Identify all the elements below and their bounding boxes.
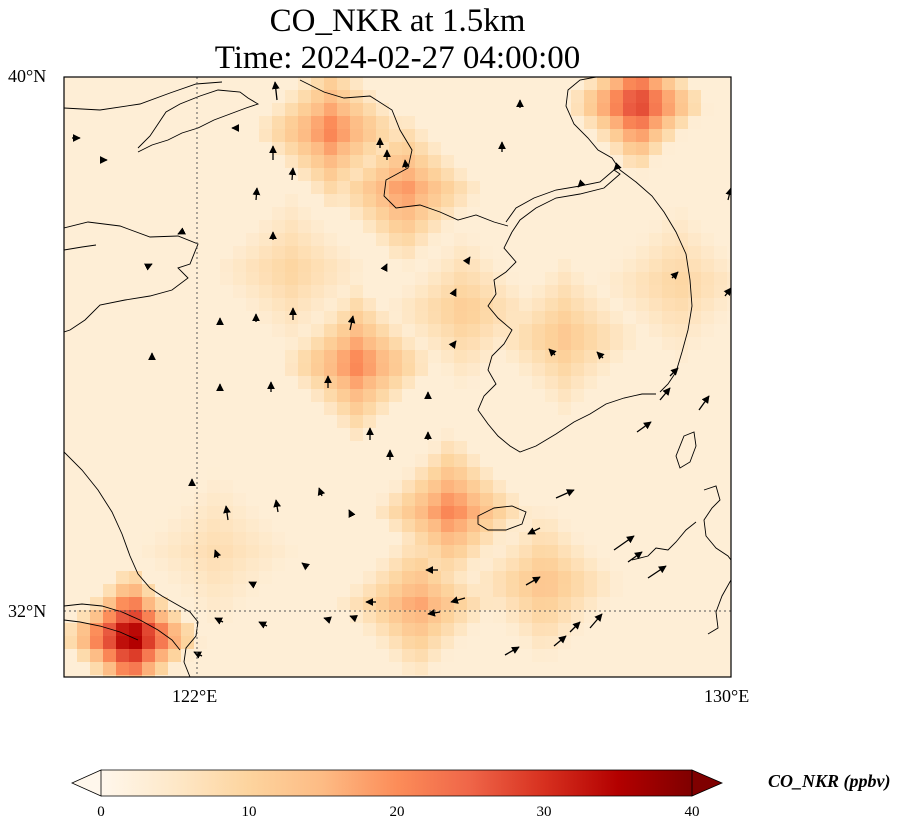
wind-arrow (613, 162, 622, 171)
wind-arrow (349, 614, 358, 623)
wind-arrow (636, 421, 652, 433)
map-time-subtitle: Time: 2024-02-27 04:00:00 (214, 40, 581, 76)
wind-arrow (213, 549, 222, 559)
map-title: CO_NKR at 1.5km (269, 3, 526, 39)
wind-arrow (647, 565, 667, 579)
wind-arrow (553, 635, 567, 647)
korea-north-coast (565, 77, 621, 171)
lon-label-130e: 130°E (704, 686, 750, 706)
lon-label-122e: 122°E (172, 686, 218, 706)
wind-arrow (143, 263, 153, 271)
wind-arrow (659, 387, 671, 401)
colorbar-gradient (101, 770, 692, 796)
wind-arrow (670, 271, 679, 280)
colorbar-tick-20: 20 (389, 804, 405, 820)
kyushu-islands (631, 521, 697, 561)
wind-arrow (627, 551, 643, 563)
wind-arrow (589, 613, 603, 629)
wind-arrow (193, 651, 203, 659)
china-mainland-coast (64, 221, 199, 333)
colorbar-label: CO_NKR (ppbv) (768, 771, 891, 791)
colorbar-tick-40: 40 (684, 804, 700, 820)
wind-arrow (317, 487, 326, 497)
wind-vectors (72, 81, 731, 659)
wind-arrow (348, 509, 356, 519)
wind-arrow (323, 616, 332, 624)
wind-arrow (698, 395, 710, 411)
co-concentration-field (64, 77, 731, 677)
wind-arrow (525, 576, 541, 586)
wind-arrow (252, 187, 261, 201)
wind-arrow (258, 621, 268, 629)
wind-arrow (271, 81, 280, 101)
wind-arrow (402, 159, 410, 169)
wind-arrow (723, 287, 731, 297)
liaodong-coast (137, 89, 260, 153)
dmz-border (505, 169, 621, 233)
wind-arrow (288, 167, 297, 181)
wind-arrow (448, 340, 457, 349)
wind-arrow (555, 489, 575, 499)
wind-arrow (273, 499, 282, 513)
wind-arrow (669, 367, 679, 377)
wind-arrow (596, 351, 605, 360)
wind-arrow (347, 315, 356, 331)
colorbar (71, 769, 724, 797)
colorbar-under-extension (71, 769, 102, 797)
wind-arrow (569, 621, 581, 633)
wind-arrow (450, 596, 466, 604)
wind-arrow (223, 505, 231, 521)
wind-arrow (177, 227, 187, 235)
wind-arrow (301, 562, 310, 571)
colorbar-tick-10: 10 (241, 804, 257, 820)
wind-arrow (548, 348, 557, 357)
wind-arrow (613, 535, 635, 551)
bohai-coast (64, 81, 223, 111)
yangtze-estuary (64, 603, 181, 651)
shandong-coast (64, 244, 97, 251)
wind-arrow (577, 179, 586, 188)
wind-arrow (527, 527, 541, 535)
colorbar-tick-0: 0 (97, 804, 105, 820)
wind-arrow (380, 263, 388, 273)
map-frame (63, 76, 732, 678)
lat-label-32n: 32°N (8, 601, 47, 621)
wind-arrow (248, 581, 258, 589)
kyushu-coast (703, 485, 731, 635)
korea-bay-coast (299, 79, 509, 227)
wind-arrow (449, 288, 457, 298)
wind-arrow (427, 608, 441, 617)
colorbar-outline (101, 769, 692, 797)
tsushima-island (675, 431, 697, 469)
colorbar-over-extension (691, 769, 724, 797)
lat-label-40n: 40°N (8, 66, 47, 86)
jeju-island (477, 505, 527, 531)
korea-west-coast (477, 231, 656, 453)
yangtze-coast (64, 451, 199, 677)
wind-arrow (214, 617, 224, 625)
wind-arrow (462, 256, 471, 266)
wind-arrow (504, 646, 520, 656)
colorbar-tick-30: 30 (536, 804, 552, 820)
